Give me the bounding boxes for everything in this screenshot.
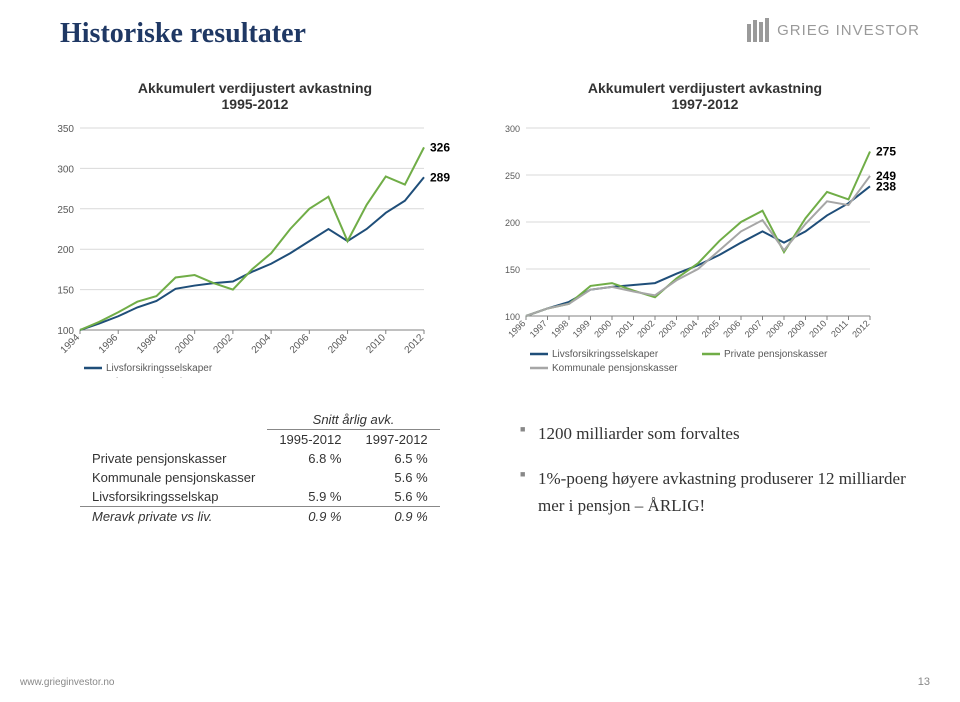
table-row: Private pensjonskasser6.8 %6.5 % [80, 449, 440, 468]
row-v1: 5.9 % [267, 487, 353, 507]
svg-text:Private pensjonskasser: Private pensjonskasser [724, 349, 828, 360]
svg-text:250: 250 [57, 205, 74, 216]
svg-text:2012: 2012 [850, 318, 871, 339]
row-v2: 0.9 % [353, 507, 439, 527]
svg-text:2008: 2008 [764, 318, 785, 339]
svg-text:2003: 2003 [657, 318, 678, 339]
svg-text:350: 350 [57, 124, 74, 135]
page-title: Historiske resultater [60, 18, 306, 50]
bullets-list: 1200 milliarder som forvaltes 1%-poeng hø… [520, 420, 910, 538]
table-row: Livsforsikringsselskap5.9 %5.6 % [80, 487, 440, 507]
svg-text:2002: 2002 [635, 318, 656, 339]
svg-text:2008: 2008 [326, 332, 350, 356]
bullet-item: 1200 milliarder som forvaltes [520, 420, 910, 447]
svg-text:2006: 2006 [288, 332, 312, 356]
svg-text:1998: 1998 [549, 318, 570, 339]
row-label: Livsforsikringsselskap [80, 487, 267, 507]
svg-text:2007: 2007 [743, 318, 764, 339]
table-row: Meravk private vs liv.0.9 %0.9 % [80, 507, 440, 527]
page-number: 13 [918, 676, 930, 688]
svg-text:2001: 2001 [614, 318, 635, 339]
chart-right-title-line1: Akkumulert verdijustert avkastning [588, 80, 822, 96]
row-label: Private pensjonskasser [80, 449, 267, 468]
svg-text:2005: 2005 [700, 318, 721, 339]
svg-text:1996: 1996 [97, 332, 121, 356]
chart-right-title: Akkumulert verdijustert avkastning 1997-… [490, 80, 920, 112]
bullet-item: 1%-poeng høyere avkastning produserer 12… [520, 465, 910, 519]
table-row: Kommunale pensjonskasser 5.6 % [80, 468, 440, 487]
svg-text:2006: 2006 [721, 318, 742, 339]
svg-text:150: 150 [57, 286, 74, 297]
footer-url: www.grieginvestor.no [20, 677, 115, 688]
row-label: Meravk private vs liv. [80, 507, 267, 527]
chart-left-title: Akkumulert verdijustert avkastning 1995-… [40, 80, 470, 112]
table-header-span: Snitt årlig avk. [267, 410, 439, 430]
chart-left-title-line1: Akkumulert verdijustert avkastning [138, 80, 372, 96]
svg-text:249: 249 [876, 169, 896, 183]
svg-text:2004: 2004 [250, 332, 274, 356]
chart-left: Akkumulert verdijustert avkastning 1995-… [40, 80, 470, 378]
table-col1-header: 1995-2012 [267, 430, 353, 450]
svg-text:300: 300 [57, 164, 74, 175]
svg-text:2009: 2009 [786, 318, 807, 339]
row-v1 [267, 468, 353, 487]
svg-text:1997: 1997 [528, 318, 549, 339]
svg-text:2002: 2002 [211, 332, 235, 356]
svg-text:275: 275 [876, 145, 896, 159]
logo-bars-icon [747, 18, 769, 42]
row-v2: 5.6 % [353, 487, 439, 507]
svg-text:2000: 2000 [173, 332, 197, 356]
brand-logo: GRIEG INVESTOR [747, 18, 920, 42]
table-col2-header: 1997-2012 [353, 430, 439, 450]
chart-right-title-line2: 1997-2012 [672, 96, 739, 112]
svg-text:1999: 1999 [571, 318, 592, 339]
svg-text:2010: 2010 [364, 332, 388, 356]
row-label: Kommunale pensjonskasser [80, 468, 267, 487]
svg-text:1998: 1998 [135, 332, 159, 356]
row-v2: 5.6 % [353, 468, 439, 487]
chart-left-title-line2: 1995-2012 [222, 96, 289, 112]
svg-text:Livsforsikringsselskaper: Livsforsikringsselskaper [106, 363, 213, 374]
svg-text:250: 250 [505, 171, 520, 181]
svg-text:326: 326 [430, 140, 450, 154]
chart-left-svg: 1001502002503003501994199619982000200220… [40, 118, 460, 378]
svg-text:200: 200 [57, 245, 74, 256]
chart-right-svg: 1001502002503001996199719981999200020012… [490, 118, 910, 378]
svg-text:289: 289 [430, 170, 450, 184]
row-v2: 6.5 % [353, 449, 439, 468]
svg-text:200: 200 [505, 218, 520, 228]
svg-text:2000: 2000 [592, 318, 613, 339]
svg-text:2004: 2004 [678, 318, 699, 339]
svg-text:2011: 2011 [829, 318, 850, 339]
avg-return-table: Snitt årlig avk. 1995-2012 1997-2012 Pri… [80, 410, 440, 526]
logo-text: GRIEG INVESTOR [777, 22, 920, 39]
svg-text:Kommunale pensjonskasser: Kommunale pensjonskasser [552, 363, 678, 374]
svg-text:Livsforsikringsselskaper: Livsforsikringsselskaper [552, 349, 659, 360]
svg-text:2012: 2012 [403, 332, 427, 356]
svg-text:300: 300 [505, 124, 520, 134]
svg-text:Private pensjonskasser: Private pensjonskasser [106, 377, 210, 378]
row-v1: 6.8 % [267, 449, 353, 468]
svg-text:150: 150 [505, 265, 520, 275]
chart-right: Akkumulert verdijustert avkastning 1997-… [490, 80, 920, 378]
svg-text:2010: 2010 [807, 318, 828, 339]
charts-row: Akkumulert verdijustert avkastning 1995-… [40, 80, 920, 378]
row-v1: 0.9 % [267, 507, 353, 527]
